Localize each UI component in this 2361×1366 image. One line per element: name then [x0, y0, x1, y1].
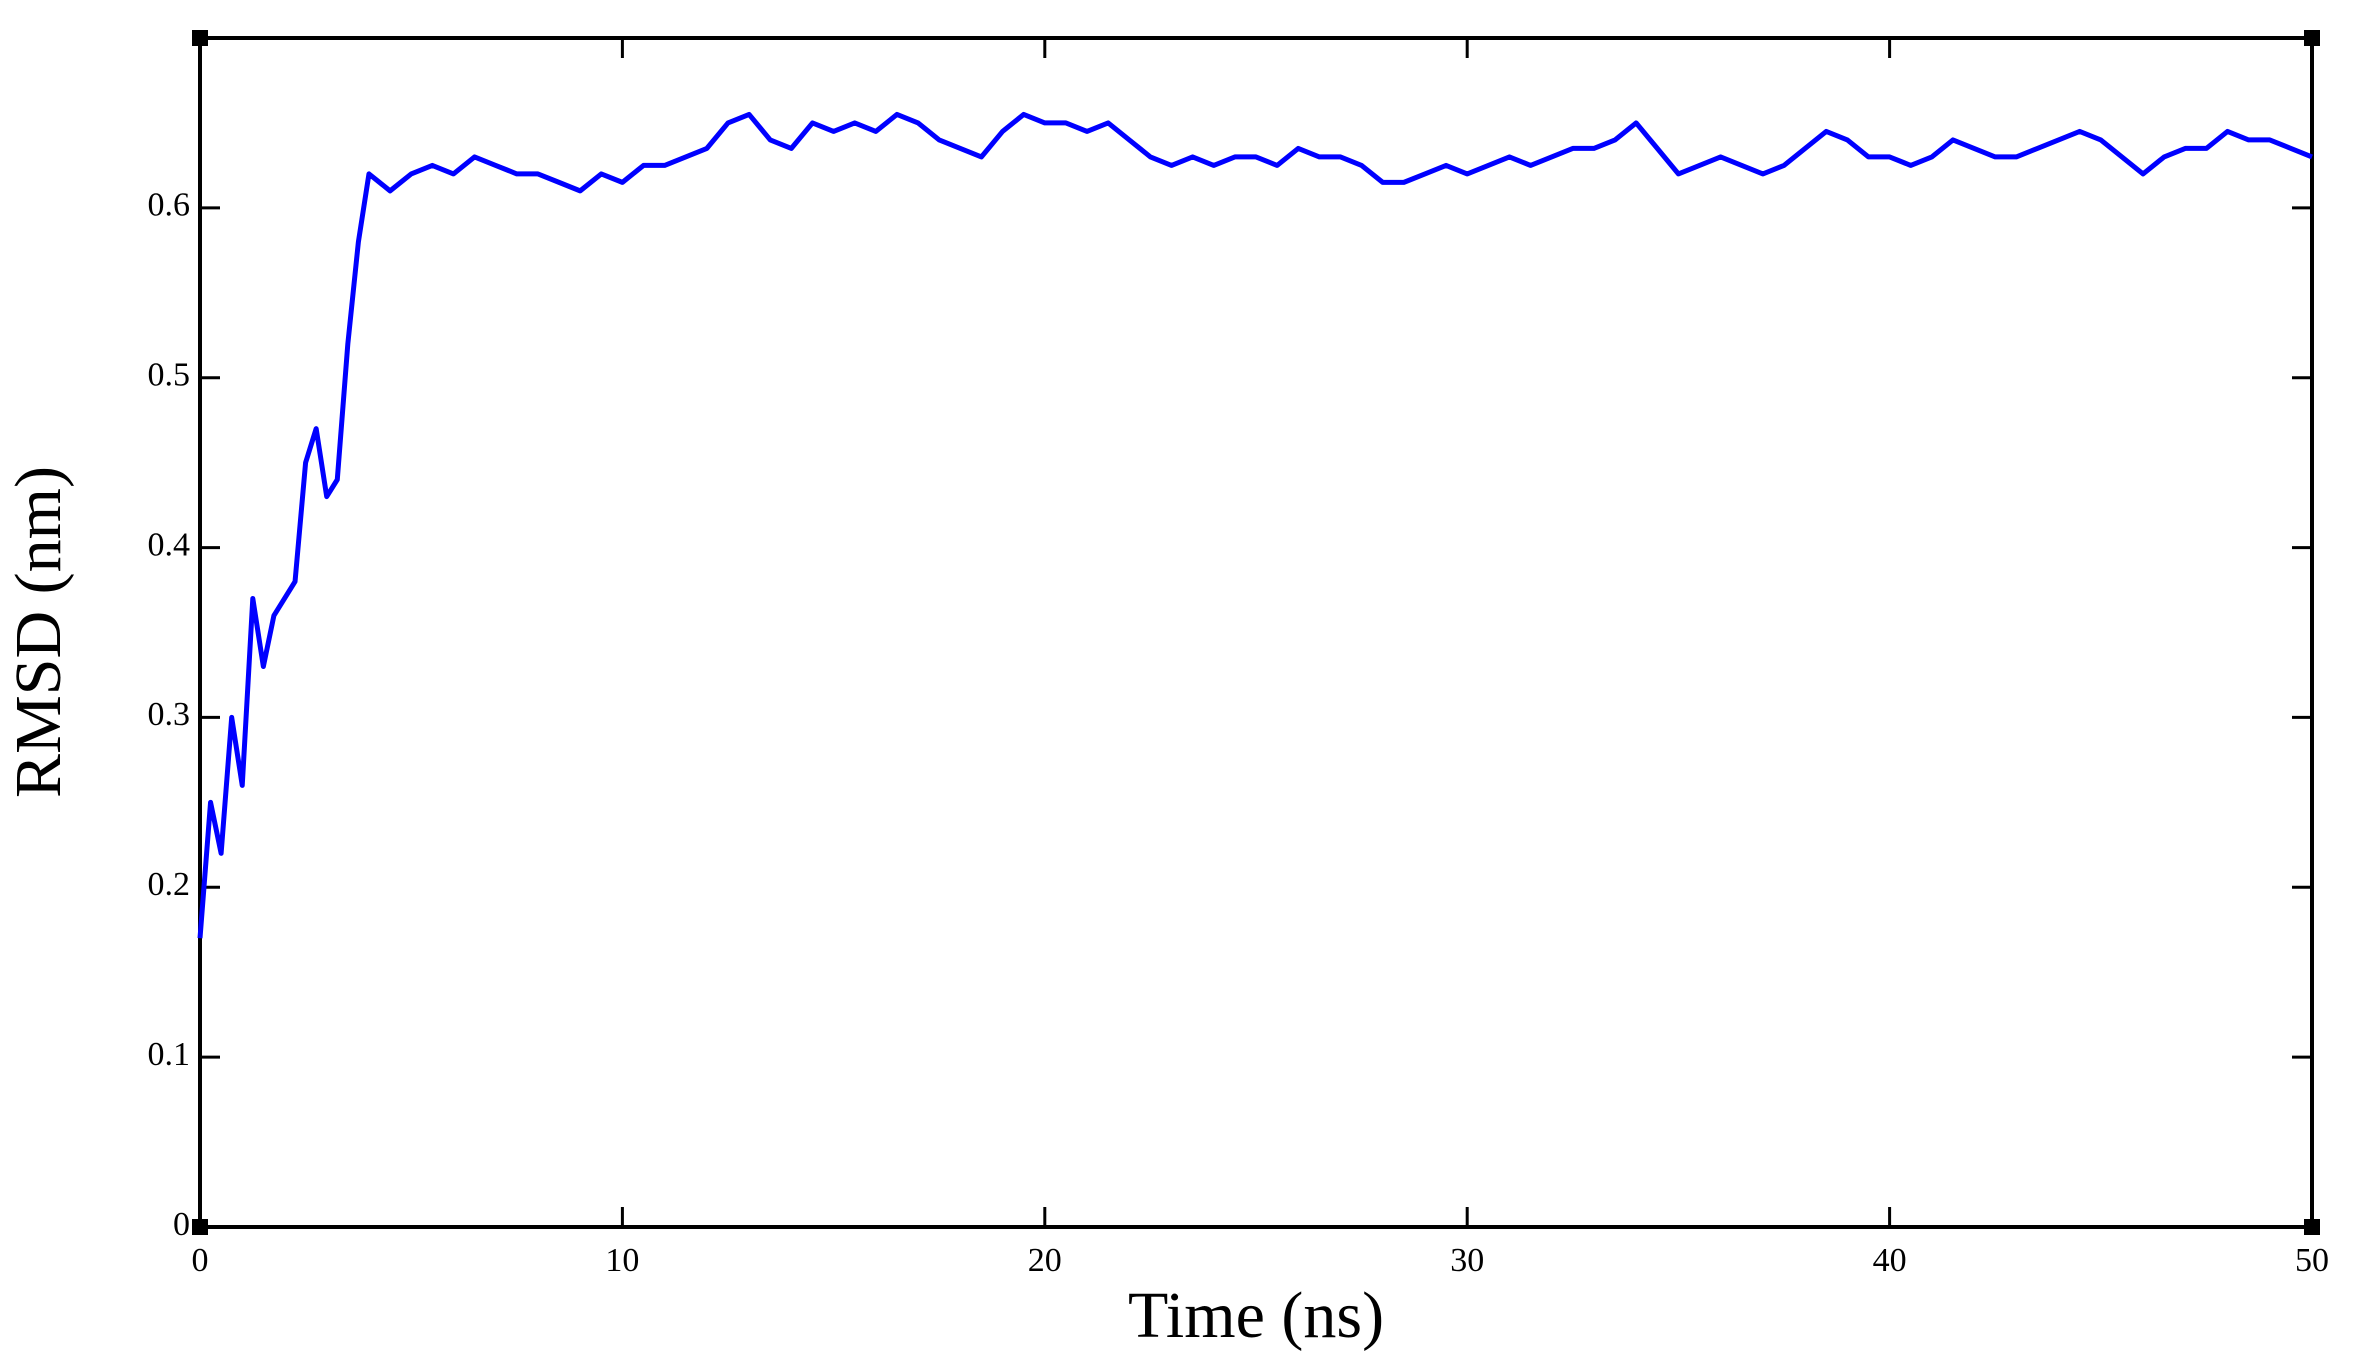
- y-tick-label: 0.5: [148, 357, 191, 394]
- y-tick-label: 0.1: [148, 1036, 191, 1073]
- plot-frame: [198, 36, 2314, 1229]
- x-tick-label: 10: [605, 1242, 639, 1279]
- y-tick-label: 0.2: [148, 866, 191, 903]
- y-tick-label: 0.3: [148, 696, 191, 733]
- y-tick-label: 0: [173, 1206, 190, 1243]
- y-axis-title: RMSD (nm): [2, 466, 75, 798]
- y-tick-label: 0.6: [148, 187, 191, 224]
- x-tick-label: 30: [1450, 1242, 1484, 1279]
- x-tick-label: 40: [1873, 1242, 1907, 1279]
- x-tick-label: 0: [192, 1242, 209, 1279]
- x-tick-label: 20: [1028, 1242, 1062, 1279]
- x-tick-label: 50: [2295, 1242, 2329, 1279]
- data-line: [197, 111, 2313, 939]
- x-axis-title: Time (ns): [1128, 1279, 1384, 1352]
- y-tick-label: 0.4: [148, 526, 191, 563]
